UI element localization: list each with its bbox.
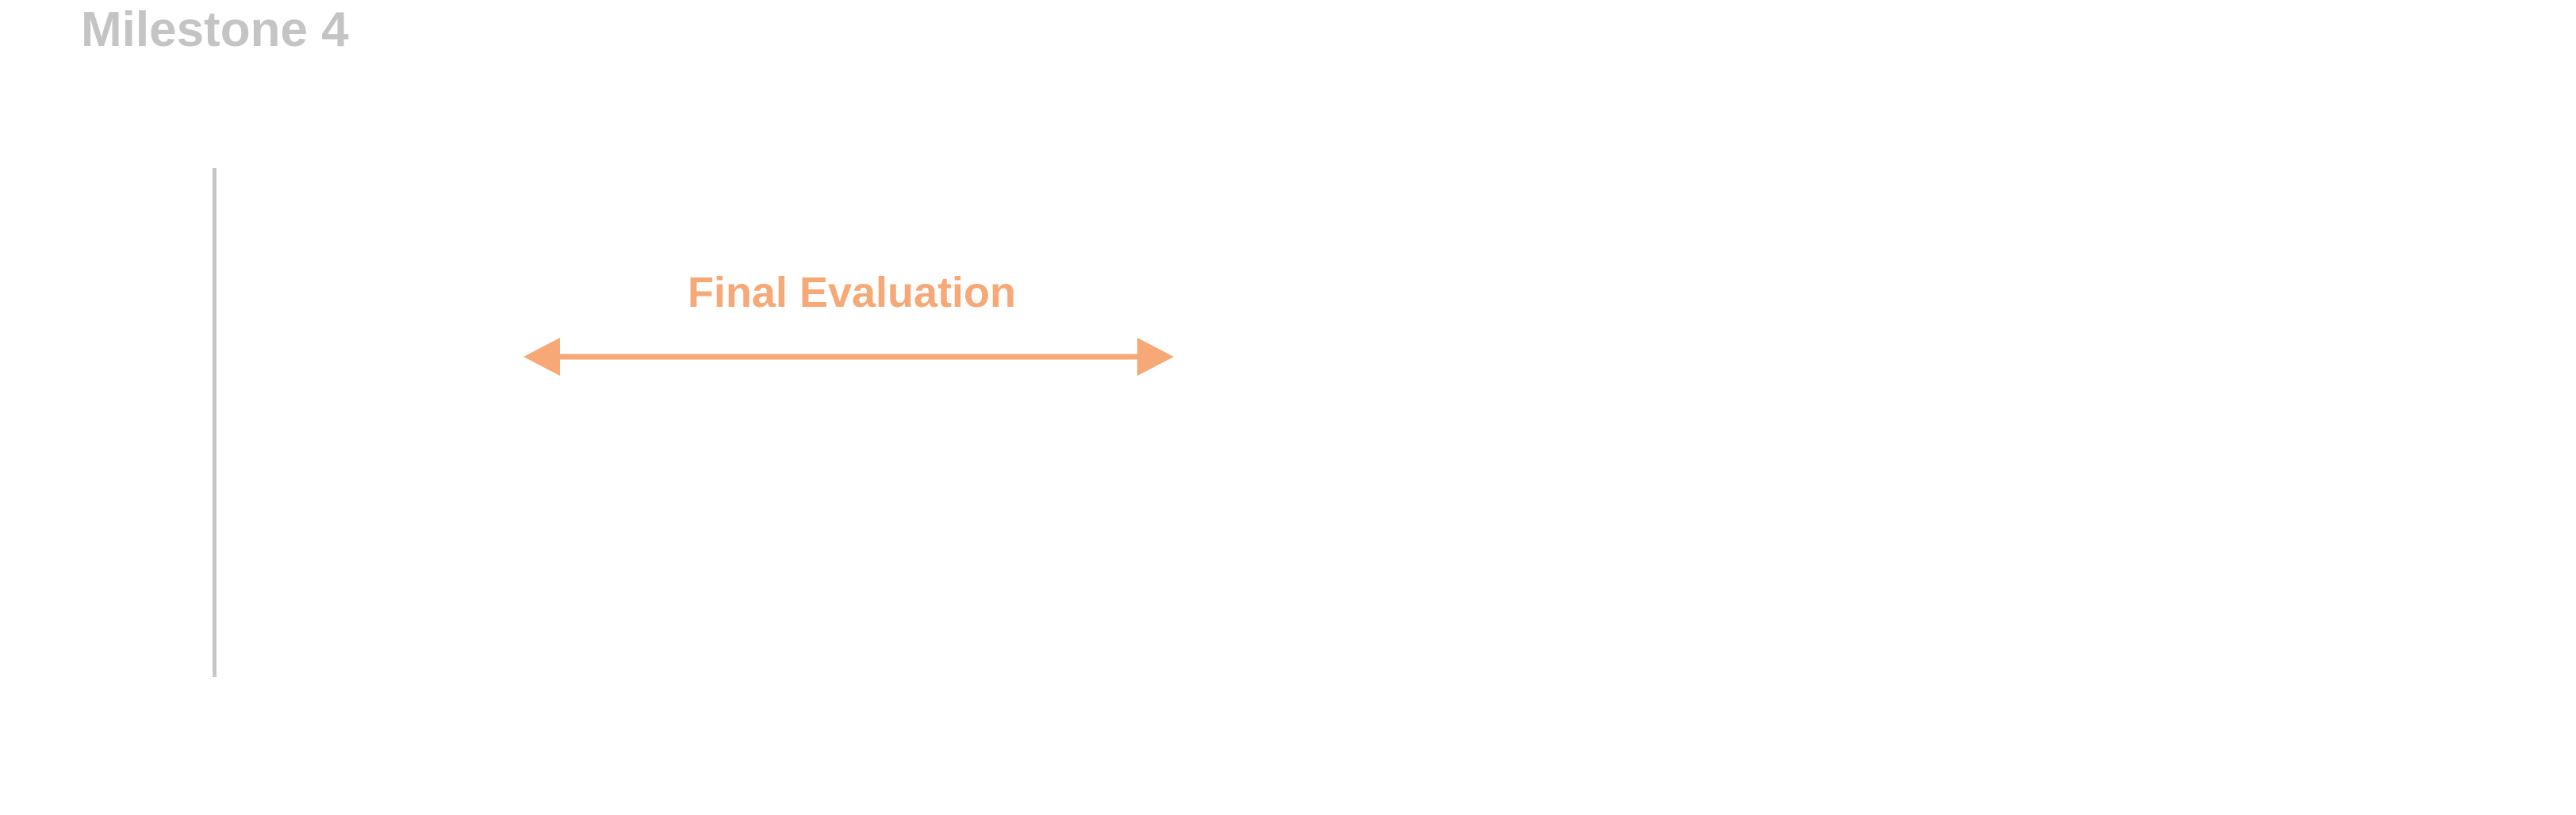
phase-arrow-right-head-icon: [1137, 338, 1174, 376]
milestone-marker-line: [213, 168, 217, 677]
milestone-title: Milestone 4: [81, 2, 349, 57]
phase-label: Final Evaluation: [687, 269, 1017, 316]
phase-arrow-left-head-icon: [523, 338, 560, 376]
phase-duration-arrow: [523, 338, 1174, 376]
